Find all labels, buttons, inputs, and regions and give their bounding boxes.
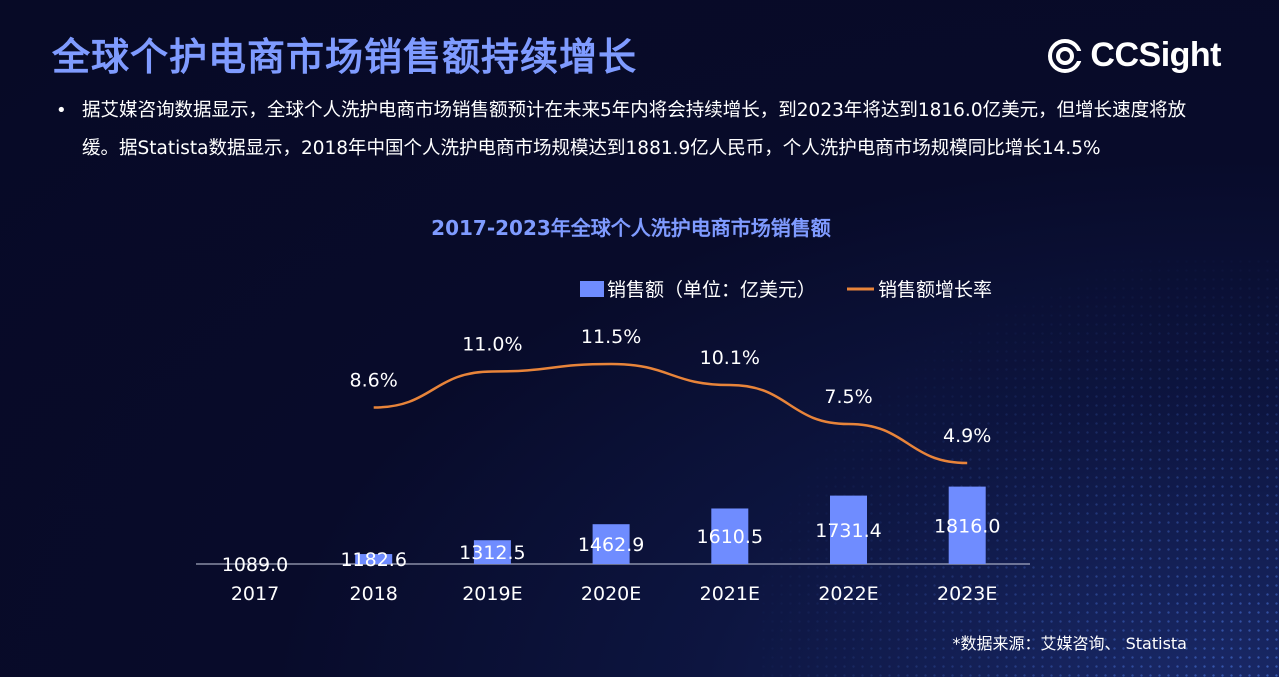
x-tick-2020E: 2020E	[581, 583, 641, 605]
bar-2018	[355, 554, 393, 564]
bar-label-2019E: 1312.5	[459, 542, 525, 564]
bar-label-2021E: 1610.5	[697, 526, 763, 548]
bullet-dot-icon: •	[56, 100, 67, 121]
bar-label-2018: 1182.6	[340, 549, 406, 571]
x-tick-2022E: 2022E	[818, 583, 878, 605]
x-tick-2023E: 2023E	[937, 583, 997, 605]
page-title: 全球个护电商市场销售额持续增长	[52, 35, 638, 79]
bar-2021E	[711, 508, 749, 564]
source-note: *数据来源：艾媒咨询、 Statista	[952, 634, 1187, 653]
legend-bar-swatch	[580, 281, 604, 297]
x-tick-2019E: 2019E	[462, 583, 522, 605]
legend-bar-label: 销售额（单位：亿美元）	[607, 279, 816, 301]
logo-text: CCSight	[1090, 36, 1221, 74]
line-label-2021E: 10.1%	[700, 347, 760, 369]
bar-2023E	[948, 486, 986, 564]
bar-label-2017: 1089.0	[222, 554, 288, 576]
bullet-point: • 据艾媒咨询数据显示，全球个人洗护电商市场销售额预计在未来5年内将会持续增长，…	[56, 92, 1216, 168]
legend-line-label: 销售额增长率	[878, 279, 992, 301]
x-tick-2018: 2018	[350, 583, 398, 605]
bar-2020E	[592, 524, 630, 564]
line-label-2018: 8.6%	[350, 370, 398, 392]
line-label-2019E: 11.0%	[462, 334, 522, 356]
bar-2019E	[473, 540, 511, 564]
ccsight-logo-icon	[1048, 38, 1085, 73]
x-tick-2017: 2017	[231, 583, 279, 605]
bar-2022E	[830, 495, 867, 564]
brand-logo: CCSight	[1046, 36, 1221, 75]
bar-label-2020E: 1462.9	[578, 534, 644, 556]
bar-label-2023E: 1816.0	[934, 515, 1000, 537]
bullet-text: 据艾媒咨询数据显示，全球个人洗护电商市场销售额预计在未来5年内将会持续增长，到2…	[82, 100, 1187, 159]
line-label-2023E: 4.9%	[943, 425, 991, 447]
chart-title: 2017-2023年全球个人洗护电商市场销售额	[431, 216, 831, 240]
x-tick-2021E: 2021E	[700, 583, 760, 605]
growth-rate-line	[373, 362, 968, 465]
line-label-2020E: 11.5%	[581, 326, 641, 348]
line-label-2022E: 7.5%	[824, 386, 872, 408]
bar-label-2022E: 1731.4	[815, 520, 881, 542]
